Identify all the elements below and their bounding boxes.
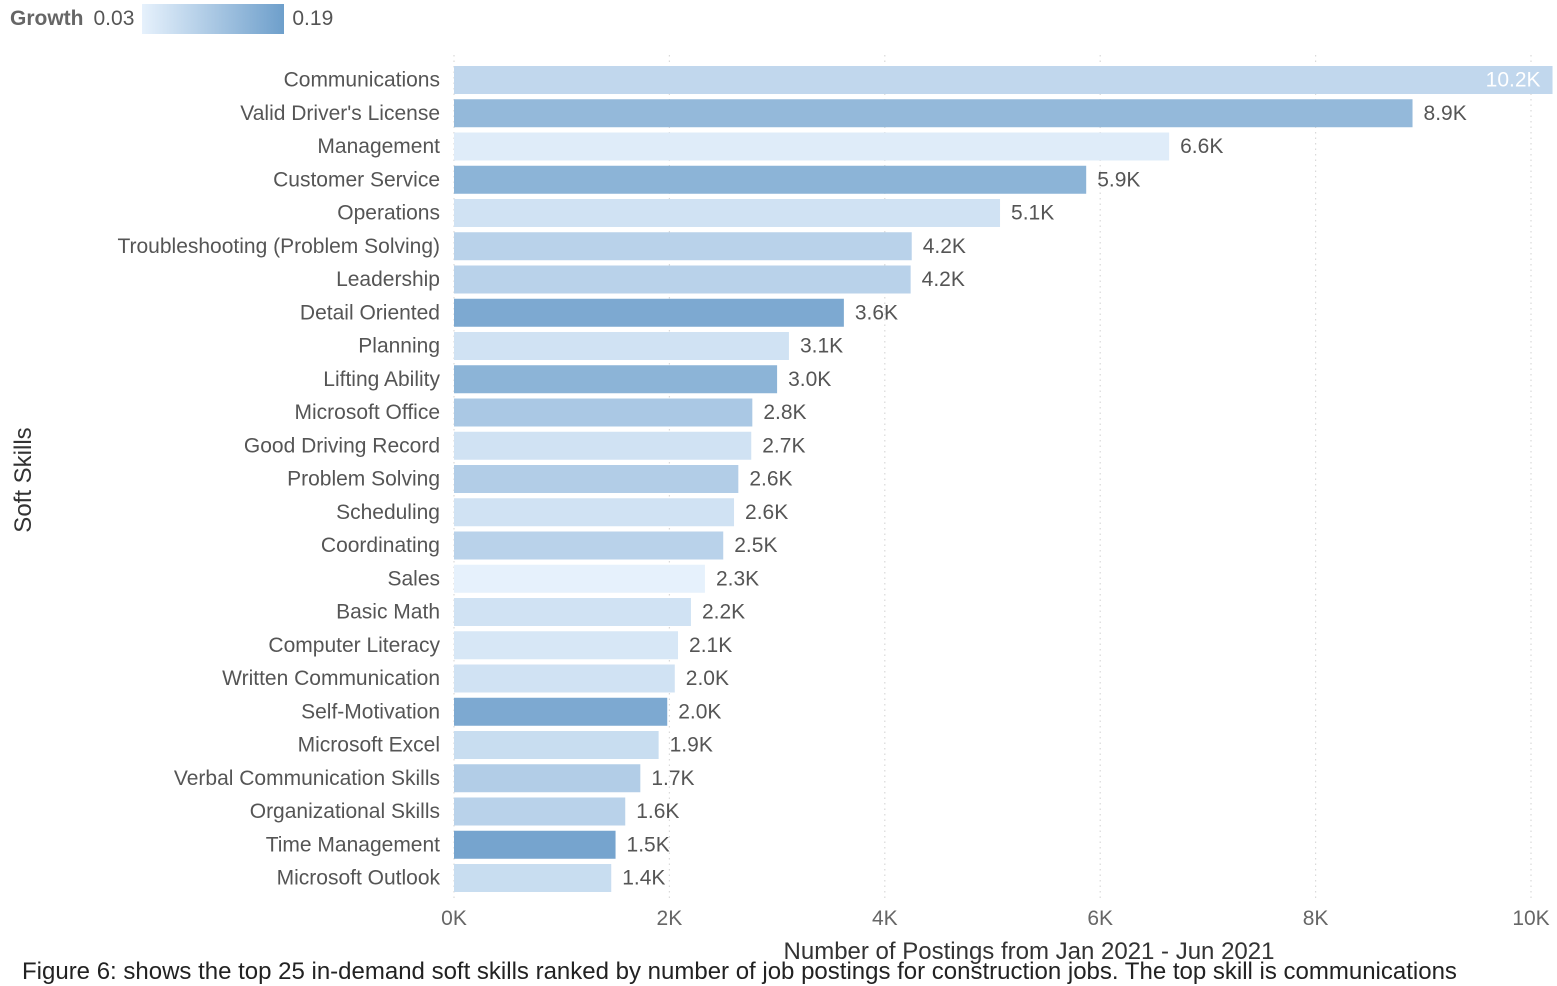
value-label: 6.6K (1180, 135, 1223, 158)
legend-gradient (142, 4, 285, 34)
bar (454, 365, 778, 394)
bar (454, 199, 1001, 227)
category-label: Time Management (266, 833, 440, 856)
value-label: 3.1K (800, 335, 843, 358)
x-tick-label: 10K (1512, 907, 1549, 930)
bar (454, 697, 668, 726)
category-label: Problem Solving (287, 468, 440, 491)
value-label: 10.2K (1486, 69, 1541, 92)
bar (454, 465, 739, 493)
value-label: 2.0K (686, 667, 729, 690)
bar (454, 232, 912, 261)
bar (454, 66, 1553, 94)
bar (454, 265, 911, 294)
category-label: Self-Motivation (301, 700, 440, 723)
value-label: 2.3K (716, 567, 759, 590)
bar (454, 731, 659, 759)
category-label: Verbal Communication Skills (174, 767, 440, 790)
bar (454, 531, 724, 560)
bar (454, 398, 753, 427)
value-label: 2.2K (702, 601, 745, 624)
category-label: Customer Service (273, 168, 440, 191)
value-label: 1.7K (651, 767, 694, 790)
value-label: 2.8K (763, 401, 806, 424)
bar (454, 332, 789, 360)
category-label: Troubleshooting (Problem Solving) (117, 235, 440, 258)
x-tick-label: 6K (1087, 907, 1113, 930)
category-label: Planning (358, 335, 440, 358)
category-label: Organizational Skills (250, 800, 440, 823)
bar (454, 864, 612, 892)
value-label: 3.6K (855, 301, 898, 324)
value-label: 2.6K (749, 468, 792, 491)
bar (454, 431, 752, 460)
category-label: Scheduling (336, 501, 440, 524)
value-label: 2.6K (745, 501, 788, 524)
value-label: 1.4K (622, 867, 665, 890)
category-label: Communications (284, 69, 440, 92)
bar (454, 830, 616, 859)
legend-max-value: 0.19 (292, 7, 334, 30)
category-label: Lifting Ability (323, 368, 440, 391)
bar (454, 598, 691, 626)
value-label: 8.9K (1424, 102, 1467, 125)
bar (454, 764, 641, 793)
category-label: Microsoft Outlook (277, 867, 441, 890)
category-label: Valid Driver's License (240, 102, 440, 125)
x-tick-label: 0K (441, 907, 467, 930)
bar (454, 797, 626, 826)
category-label: Coordinating (321, 534, 440, 557)
value-label: 3.0K (788, 368, 831, 391)
value-label: 4.2K (922, 268, 965, 291)
value-label: 1.5K (627, 833, 670, 856)
bar (454, 165, 1087, 194)
bar (454, 631, 679, 660)
x-tick-label: 8K (1303, 907, 1329, 930)
category-label: Microsoft Excel (298, 734, 440, 757)
category-label: Management (317, 135, 440, 158)
value-label: 1.9K (670, 734, 713, 757)
value-label: 2.7K (762, 434, 805, 457)
category-label: Operations (337, 202, 440, 225)
bar (454, 132, 1170, 161)
growth-legend: Growth 0.03 0.19 (10, 4, 333, 34)
bar (454, 498, 735, 527)
category-label: Basic Math (336, 601, 440, 624)
bar (454, 99, 1413, 128)
y-axis-label: Soft Skills (10, 427, 37, 533)
x-tick-label: 2K (657, 907, 683, 930)
figure-caption: Figure 6: shows the top 25 in-demand sof… (22, 958, 1457, 985)
bar (454, 564, 705, 593)
bar (454, 298, 844, 327)
category-label: Microsoft Office (295, 401, 440, 424)
category-label: Detail Oriented (300, 301, 440, 324)
category-label: Sales (387, 567, 440, 590)
x-tick-label: 4K (872, 907, 898, 930)
value-label: 2.1K (689, 634, 732, 657)
legend-min-value: 0.03 (93, 7, 135, 30)
value-label: 4.2K (923, 235, 966, 258)
category-label: Leadership (336, 268, 440, 291)
category-label: Good Driving Record (244, 434, 440, 457)
value-label: 1.6K (636, 800, 679, 823)
value-label: 5.1K (1011, 202, 1054, 225)
legend-title: Growth (10, 7, 84, 30)
category-label: Written Communication (222, 667, 440, 690)
bar-chart: Communications 10.2K Valid Driver's Licens… (117, 55, 1553, 930)
x-axis-label: Number of Postings from Jan 2021 - Jun 2… (783, 938, 1275, 965)
value-label: 5.9K (1097, 168, 1140, 191)
bar (454, 664, 675, 693)
value-label: 2.0K (678, 700, 721, 723)
category-label: Computer Literacy (268, 634, 440, 657)
value-label: 2.5K (734, 534, 777, 557)
